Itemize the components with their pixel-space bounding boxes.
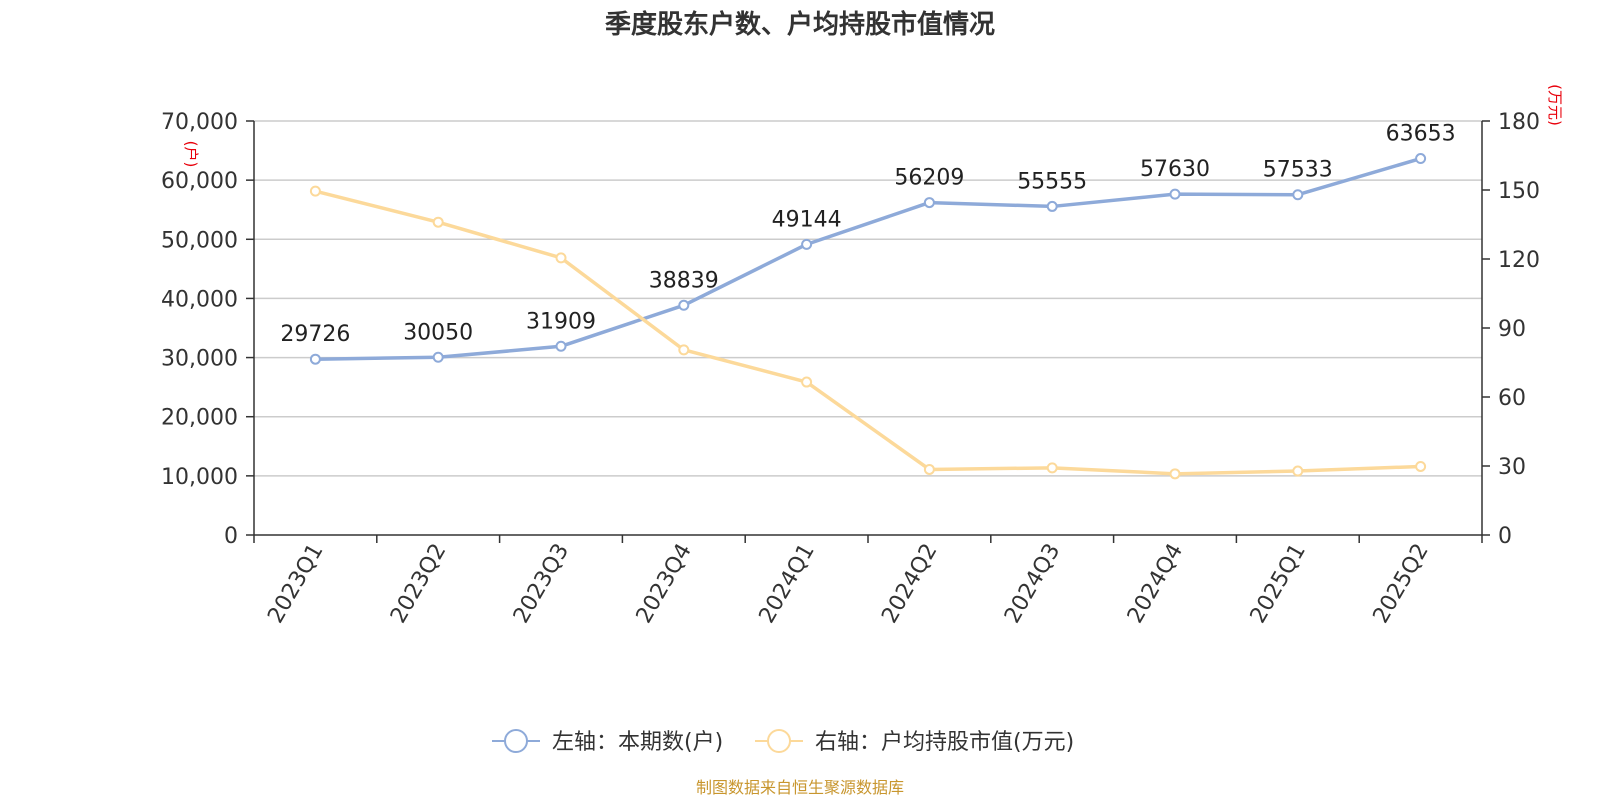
data-label: 57630	[1140, 157, 1210, 182]
right-tick-label: 30	[1498, 455, 1526, 480]
series-1-point	[555, 252, 567, 264]
chart-title: 季度股东户数、户均持股市值情况	[605, 9, 995, 40]
legend-left-marker	[504, 729, 528, 753]
data-label: 31909	[526, 309, 596, 334]
series-0-point	[555, 340, 567, 352]
data-label: 63653	[1386, 122, 1456, 147]
right-tick-label: 120	[1498, 248, 1540, 273]
left-tick-label: 40,000	[161, 287, 238, 312]
left-tick-label: 60,000	[161, 169, 238, 194]
left-axis-unit: (户)	[182, 141, 200, 168]
x-tick-label: 2025Q1	[1246, 540, 1311, 628]
series-0-point	[309, 353, 321, 365]
series-0-point	[432, 351, 444, 363]
series-1-point	[1169, 468, 1181, 480]
left-tick-label: 10,000	[161, 465, 238, 490]
x-tick-label: 2024Q2	[877, 540, 942, 628]
x-tick-label: 2023Q2	[386, 540, 451, 628]
series-0-point	[1415, 153, 1427, 165]
series-0-point	[923, 197, 935, 209]
series-0-point	[801, 238, 813, 250]
right-tick-label: 150	[1498, 179, 1540, 204]
data-source-note: 制图数据来自恒生聚源数据库	[696, 778, 904, 797]
left-tick-label: 0	[224, 524, 238, 549]
x-tick-label: 2024Q3	[1000, 540, 1065, 628]
series-1-point	[678, 344, 690, 356]
series-0-point	[678, 299, 690, 311]
data-label: 49144	[772, 207, 842, 232]
data-label: 30050	[403, 320, 473, 345]
x-tick-label: 2024Q4	[1123, 540, 1188, 628]
x-tick-label: 2024Q1	[754, 540, 819, 628]
data-label: 29726	[280, 322, 350, 347]
series-1-point	[923, 463, 935, 475]
series-group	[309, 153, 1427, 480]
legend-right-label: 右轴：户均持股市值(万元)	[815, 730, 1074, 755]
left-axis-ticks: 0 10,000 20,000 30,000 40,000 50,000 60,000 70,…	[161, 110, 254, 549]
x-tick-label: 2025Q2	[1368, 540, 1433, 628]
right-axis-ticks: 0 30 60 90 120 150 180	[1482, 110, 1540, 549]
data-label: 55555	[1017, 169, 1087, 194]
left-tick-label: 20,000	[161, 406, 238, 431]
right-tick-label: 180	[1498, 110, 1540, 135]
legend-left-label: 左轴：本期数(户)	[552, 730, 723, 755]
grid-lines	[254, 120, 1482, 477]
legend-item-left[interactable]: 左轴：本期数(户)	[492, 729, 723, 755]
legend-item-right[interactable]: 右轴：户均持股市值(万元)	[755, 729, 1074, 755]
legend: 左轴：本期数(户) 右轴：户均持股市值(万元)	[492, 729, 1074, 755]
data-labels: 29726 30050 31909 38839 49144 56209 55555 57630…	[280, 122, 1455, 348]
left-tick-label: 70,000	[161, 110, 238, 135]
series-line-1	[314, 189, 1421, 476]
left-tick-label: 50,000	[161, 228, 238, 253]
series-1-point	[309, 185, 321, 197]
x-axis-ticks: 2023Q1 2023Q2 2023Q3 2023Q4 2024Q1 2024Q2 2024…	[253, 535, 1483, 628]
series-1-point	[801, 376, 813, 388]
right-tick-label: 90	[1498, 317, 1526, 342]
legend-right-marker	[767, 729, 791, 753]
series-1-point	[432, 216, 444, 228]
x-tick-label: 2023Q1	[263, 540, 328, 628]
data-label: 38839	[649, 268, 719, 293]
series-0-point	[1292, 189, 1304, 201]
x-tick-label: 2023Q4	[632, 540, 697, 628]
left-tick-label: 30,000	[161, 347, 238, 372]
right-tick-label: 0	[1498, 524, 1512, 549]
series-0-point	[1169, 188, 1181, 200]
series-line-0	[315, 156, 1422, 361]
right-axis-unit: (万元)	[1546, 84, 1564, 126]
data-label: 57533	[1263, 158, 1333, 183]
series-1-point	[1415, 460, 1427, 472]
data-label: 56209	[894, 166, 964, 191]
series-1-point	[1292, 465, 1304, 477]
right-tick-label: 60	[1498, 386, 1526, 411]
series-0-point	[1046, 200, 1058, 212]
series-1-point	[1046, 462, 1058, 474]
x-tick-label: 2023Q3	[509, 540, 574, 628]
